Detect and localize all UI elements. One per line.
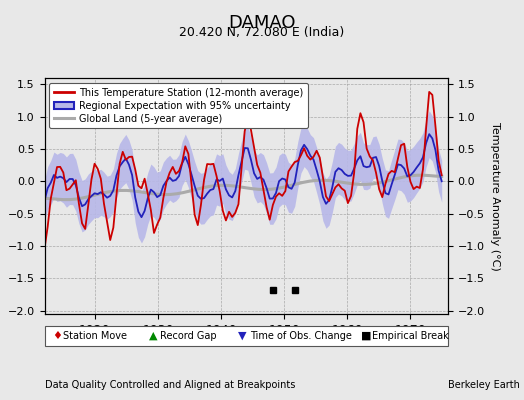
Text: Data Quality Controlled and Aligned at Breakpoints: Data Quality Controlled and Aligned at B… [45,380,295,390]
Text: Empirical Break: Empirical Break [372,331,449,341]
Text: Time of Obs. Change: Time of Obs. Change [250,331,352,341]
Text: ♦: ♦ [52,331,62,341]
Legend: This Temperature Station (12-month average), Regional Expectation with 95% uncer: This Temperature Station (12-month avera… [49,83,308,128]
Text: ▲: ▲ [149,331,158,341]
Text: ■: ■ [361,331,371,341]
Text: 20.420 N, 72.080 E (India): 20.420 N, 72.080 E (India) [179,26,345,39]
Text: Record Gap: Record Gap [160,331,216,341]
Text: Berkeley Earth: Berkeley Earth [448,380,520,390]
Text: DAMAO: DAMAO [228,14,296,32]
Text: Station Move: Station Move [63,331,127,341]
Text: ▼: ▼ [238,331,247,341]
Y-axis label: Temperature Anomaly (°C): Temperature Anomaly (°C) [490,122,500,270]
